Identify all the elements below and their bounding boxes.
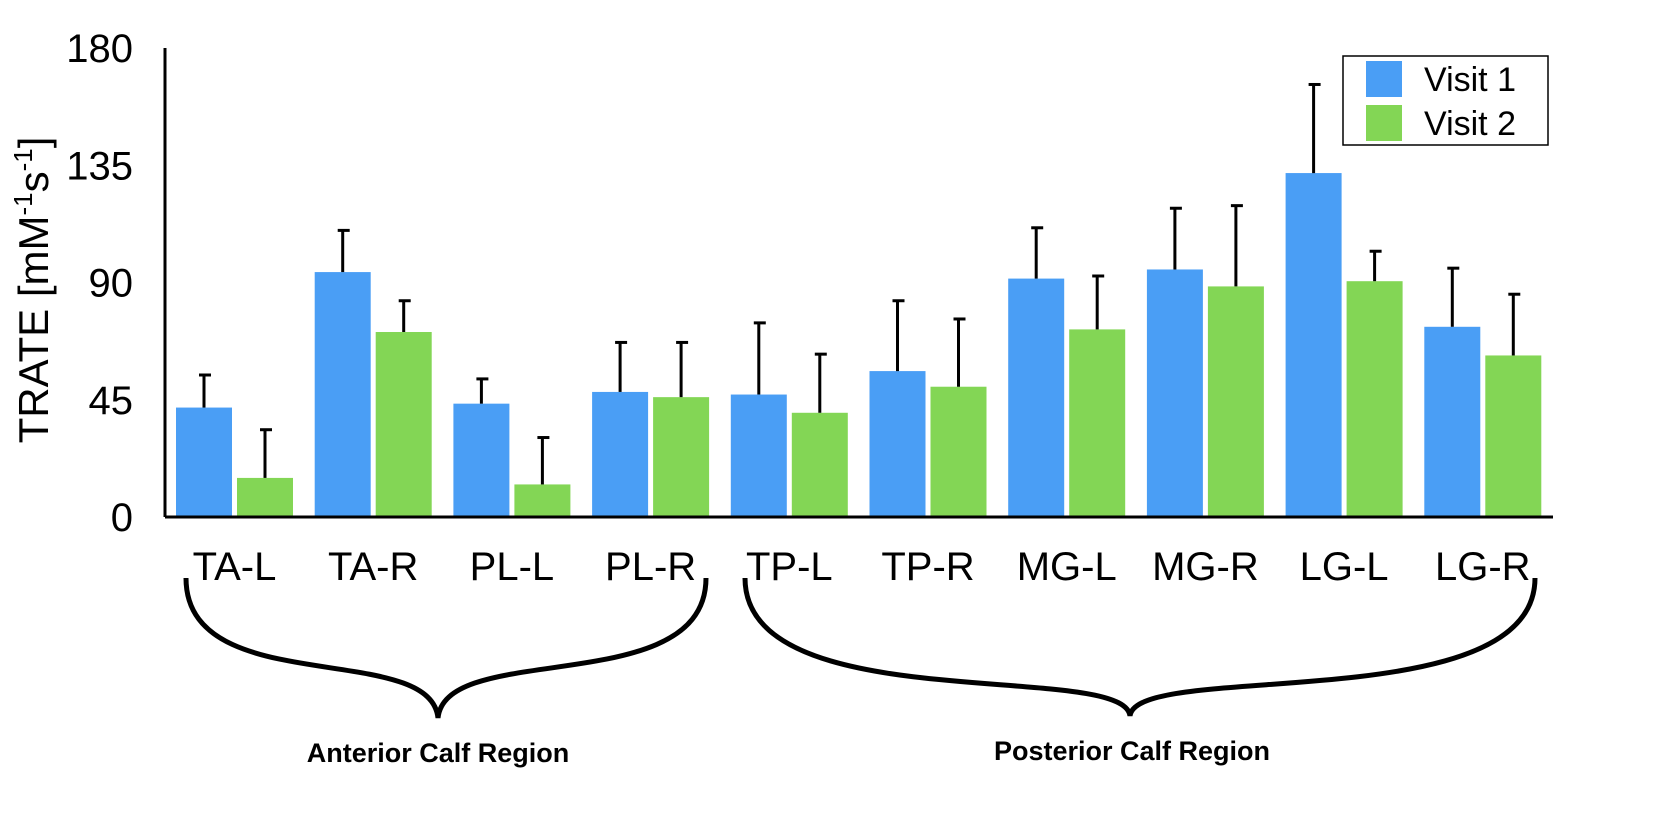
legend-swatch-visit-2 (1366, 105, 1402, 141)
posterior-region-label: Posterior Calf Region (994, 736, 1270, 766)
y-axis-title-end: ] (10, 137, 57, 149)
bar-mg-l-visit-1 (1008, 278, 1065, 517)
error-bars-layer (199, 82, 1521, 485)
y-axis-title-sup2: -1 (8, 148, 38, 171)
bar-ta-r-visit-2 (375, 332, 432, 517)
anterior-brace (183, 577, 709, 719)
legend-label-visit-2: Visit 2 (1424, 105, 1516, 143)
bar-ta-l-visit-2 (237, 477, 293, 517)
bar-tp-l-visit-1 (730, 394, 787, 517)
x-tick-label-ta-l: TA-L (193, 545, 277, 589)
x-tick-label-ta-r: TA-R (328, 545, 418, 589)
bar-lg-l-visit-2 (1346, 281, 1403, 517)
x-tick-label-lg-l: LG-L (1300, 545, 1389, 589)
y-axis-title: TRATE [mM-1s-1] (8, 137, 57, 444)
bar-tp-r-visit-2 (930, 386, 987, 517)
bar-mg-l-visit-2 (1069, 329, 1126, 517)
bars-layer (176, 173, 1542, 518)
y-tick-label: 90 (89, 262, 134, 306)
x-tick-label-lg-r: LG-R (1435, 545, 1531, 589)
x-tick-label-mg-r: MG-R (1152, 545, 1259, 589)
y-tick-label: 180 (66, 27, 133, 71)
bar-pl-r-visit-1 (592, 391, 649, 517)
y-tick-label: 0 (111, 496, 133, 540)
bar-tp-l-visit-2 (791, 412, 848, 517)
legend-label-visit-1: Visit 1 (1424, 61, 1516, 99)
bar-lg-r-visit-2 (1485, 355, 1542, 517)
y-axis-title-main: TRATE [mM (10, 216, 57, 444)
x-tick-labels: TA-L TA-R PL-L PL-R TP-L TP-R MG-L MG-R LG-L LG-R (193, 545, 1531, 589)
posterior-brace (742, 577, 1538, 717)
y-tick-label: 45 (89, 379, 134, 423)
x-tick-label-tp-l: TP-L (746, 545, 833, 589)
y-axis-title-mid: s (10, 171, 57, 192)
bar-mg-r-visit-2 (1207, 286, 1264, 517)
legend: Visit 1 Visit 2 (1342, 55, 1549, 146)
bar-lg-l-visit-1 (1285, 173, 1342, 518)
x-tick-label-mg-l: MG-L (1017, 545, 1117, 589)
legend-swatch-visit-1 (1366, 61, 1402, 97)
bar-pl-l-visit-1 (453, 403, 510, 517)
bar-mg-r-visit-1 (1146, 269, 1203, 517)
y-tick-label: 135 (66, 144, 133, 188)
anterior-region-label: Anterior Calf Region (307, 738, 570, 768)
y-axis-title-sup1: -1 (8, 192, 38, 215)
bar-ta-l-visit-1 (176, 407, 232, 517)
x-tick-label-tp-r: TP-R (881, 545, 974, 589)
bar-pl-l-visit-2 (514, 484, 571, 517)
bar-ta-r-visit-1 (314, 272, 371, 517)
y-tick-labels: 0 45 90 135 180 (66, 27, 133, 540)
x-tick-label-pl-r: PL-R (605, 545, 696, 589)
bar-pl-r-visit-2 (653, 397, 710, 517)
bar-tp-r-visit-1 (869, 371, 926, 517)
x-tick-label-pl-l: PL-L (470, 545, 555, 589)
bar-lg-r-visit-1 (1424, 326, 1481, 517)
